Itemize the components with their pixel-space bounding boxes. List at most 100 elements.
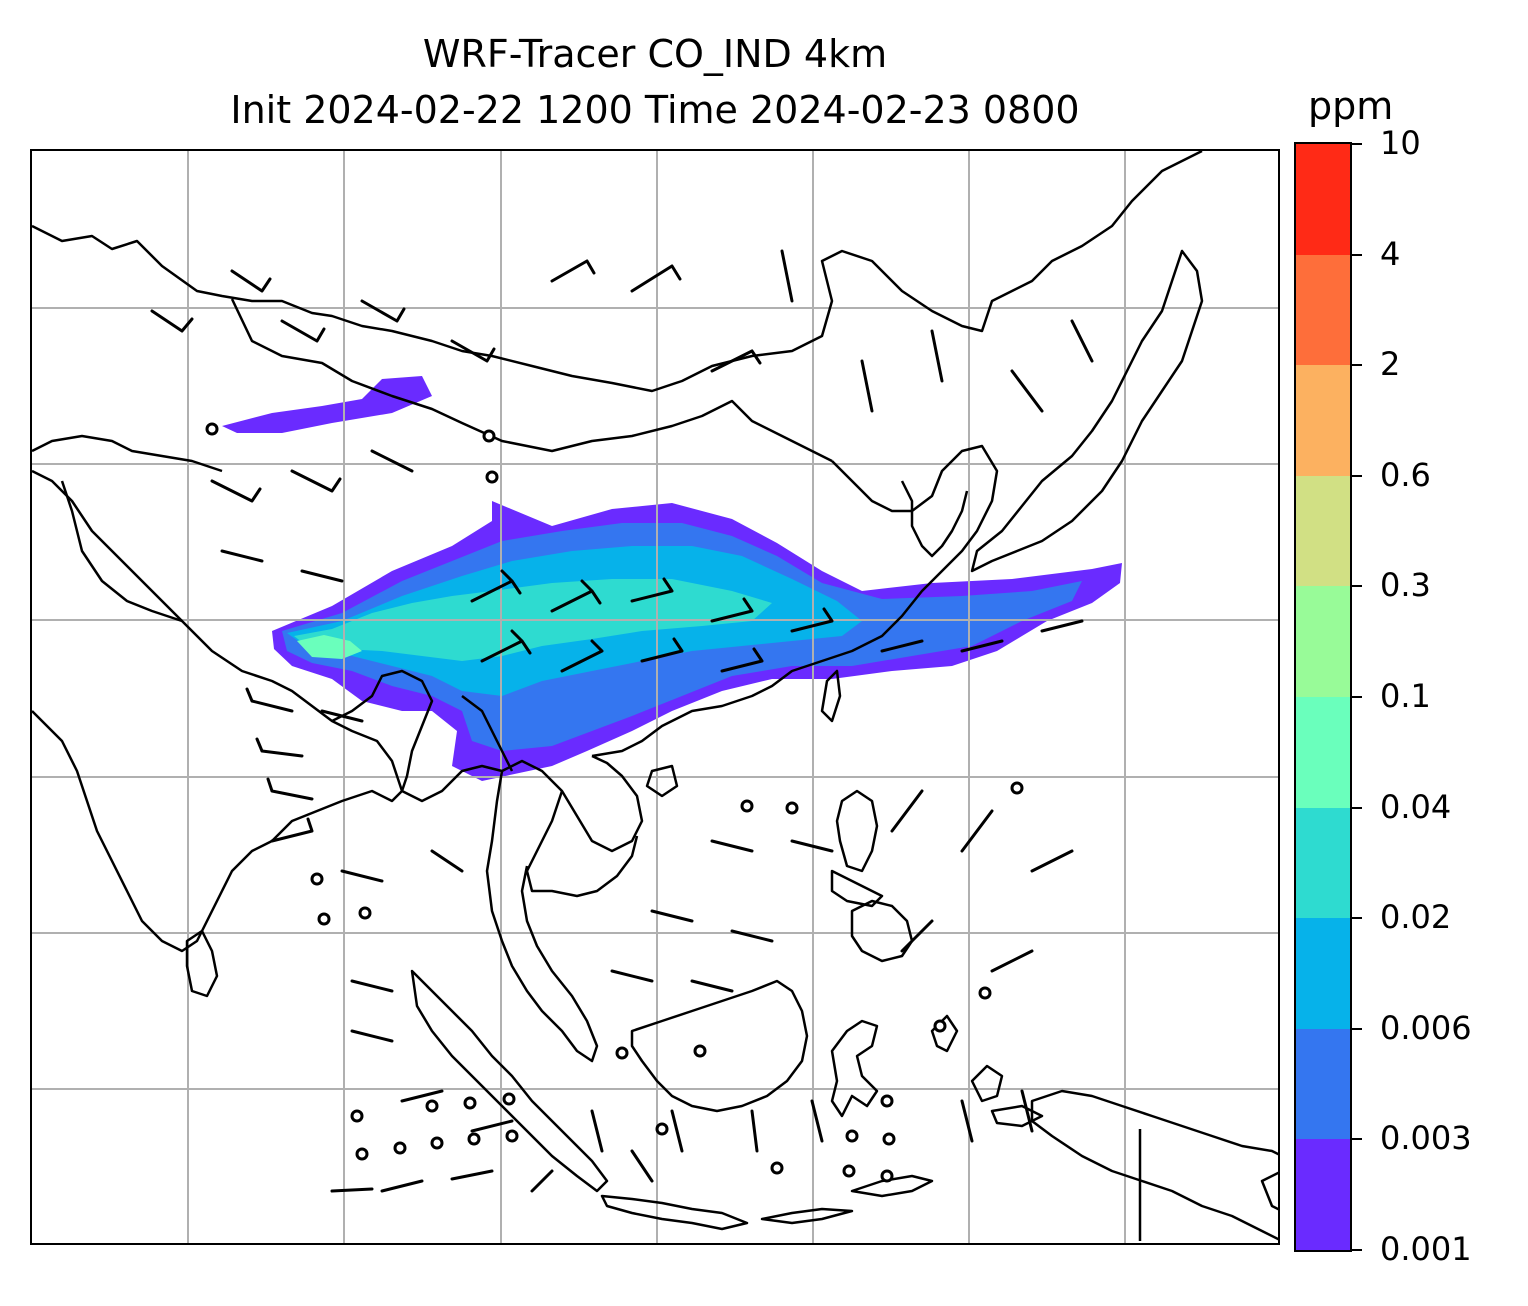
taiwan	[820, 669, 842, 723]
pakistan-border	[60, 480, 183, 623]
wind-barb-icon	[550, 259, 596, 283]
wind-barb-icon	[560, 639, 604, 673]
wind-barb-icon	[340, 869, 384, 883]
java	[600, 1194, 749, 1231]
colorbar-tick	[1352, 917, 1362, 920]
colorbar-tick-label: 0.6	[1380, 455, 1431, 494]
calm-circle-icon	[355, 1147, 369, 1161]
colorbar	[1294, 142, 1352, 1252]
wind-barb-icon	[860, 359, 874, 413]
plot-subtitle: Init 2024-02-22 1200 Time 2024-02-23 080…	[230, 88, 1080, 132]
colorbar-tick	[1352, 585, 1362, 588]
map-panel	[30, 149, 1280, 1245]
india-coast	[32, 469, 404, 953]
wind-barb-icon	[1070, 319, 1094, 363]
colorbar-tick-label: 10	[1380, 124, 1421, 162]
calm-circle-icon	[205, 422, 219, 436]
wind-barb-icon	[320, 709, 364, 723]
wind-barb-icon	[480, 629, 532, 663]
co-tracer-plume	[222, 376, 1122, 781]
australia-north-coast	[1260, 1171, 1278, 1211]
wind-barb-icon	[150, 309, 194, 333]
calm-circle-icon	[880, 1094, 894, 1108]
wind-barb-icon	[380, 1179, 424, 1193]
wind-barb-icon	[630, 1149, 654, 1183]
wind-barb-icon	[720, 647, 764, 673]
map-canvas	[32, 151, 1278, 1243]
calm-circle-icon	[393, 1141, 407, 1155]
calm-circle-icon	[482, 429, 496, 443]
plot-title: WRF-Tracer CO_IND 4km	[422, 32, 888, 76]
wind-barb-icon	[430, 849, 464, 873]
sulawesi	[830, 1019, 879, 1118]
wind-barb-icon	[610, 969, 654, 983]
wind-barb-icon	[1030, 849, 1074, 873]
colorbar-tick	[1352, 364, 1362, 367]
wind-barb-icon	[780, 249, 794, 303]
colorbar-segment	[1296, 365, 1350, 476]
colorbar-unit: ppm	[1308, 84, 1394, 128]
wind-barb-icon	[630, 264, 682, 293]
wind-barb-icon	[290, 469, 342, 493]
plume-level-5	[297, 635, 362, 659]
wind-barb-icon	[750, 1109, 759, 1153]
calm-circle-icon	[880, 1169, 894, 1183]
gulf-of-thailand	[525, 790, 639, 898]
laos-vietnam-border	[461, 695, 514, 772]
calm-circle-icon	[655, 1122, 669, 1136]
wind-barb-icon	[710, 349, 762, 373]
calm-circle-icon	[502, 1092, 516, 1106]
wind-barb-icon	[330, 1187, 374, 1193]
calm-circle-icon	[785, 801, 799, 815]
wind-barb-icon	[470, 569, 522, 603]
calm-circle-icon	[485, 470, 499, 484]
timor	[850, 1174, 934, 1198]
wind-barb-icon	[245, 687, 294, 713]
myanmar-border	[331, 669, 434, 792]
indochina-coast	[401, 754, 644, 853]
asia-north-border	[32, 151, 1203, 393]
new-guinea	[1030, 1089, 1278, 1241]
wind-barb-icon	[890, 789, 924, 833]
wind-barb-icon	[550, 579, 602, 613]
wind-barb-icon	[810, 1099, 824, 1143]
colorbar-tick	[1352, 1027, 1362, 1030]
wind-barb-icon	[1010, 369, 1044, 413]
korea-peninsula	[900, 480, 969, 558]
philippines-luzon	[835, 789, 879, 873]
wind-barb-icon	[530, 1169, 554, 1193]
calm-circle-icon	[933, 1019, 947, 1033]
wind-barb-icon	[350, 1029, 394, 1043]
wind-barb-icon	[360, 299, 406, 323]
calm-circle-icon	[740, 799, 754, 813]
coastlines	[32, 151, 1278, 1241]
colorbar-segment	[1296, 475, 1350, 587]
calm-circle-icon	[463, 1096, 477, 1110]
wind-barb-icon	[210, 479, 262, 503]
wind-barb-icon	[690, 979, 734, 993]
calm-circle-icon	[978, 986, 992, 1000]
wind-barb-icon	[1040, 619, 1084, 633]
japan-coast	[970, 249, 1204, 573]
nusa-tenggara	[760, 1207, 854, 1225]
calm-circle-icon	[770, 1161, 784, 1175]
wind-barbs	[150, 249, 1094, 1193]
wind-barb-icon	[960, 809, 994, 853]
wind-barb-icon	[400, 1089, 444, 1103]
colorbar-segment	[1296, 1139, 1350, 1250]
wind-barb-icon	[1020, 1089, 1034, 1133]
wind-barb-icon	[370, 449, 414, 473]
colorbar-segment	[1296, 918, 1350, 1029]
wind-barb-icon	[930, 329, 944, 383]
wind-barb-icon	[220, 549, 264, 563]
calm-circle-icon	[430, 1136, 444, 1150]
wind-barb-icon	[640, 637, 684, 663]
calm-circle-icon	[505, 1129, 519, 1143]
seram	[990, 1104, 1044, 1128]
colorbar-segment	[1296, 586, 1350, 698]
colorbar-tick-label: 0.003	[1380, 1119, 1472, 1158]
colorbar-tick	[1352, 1138, 1362, 1141]
colorbar-tick	[1352, 253, 1362, 256]
calm-circles	[205, 422, 1024, 1183]
philippines-mindanao	[850, 899, 914, 963]
